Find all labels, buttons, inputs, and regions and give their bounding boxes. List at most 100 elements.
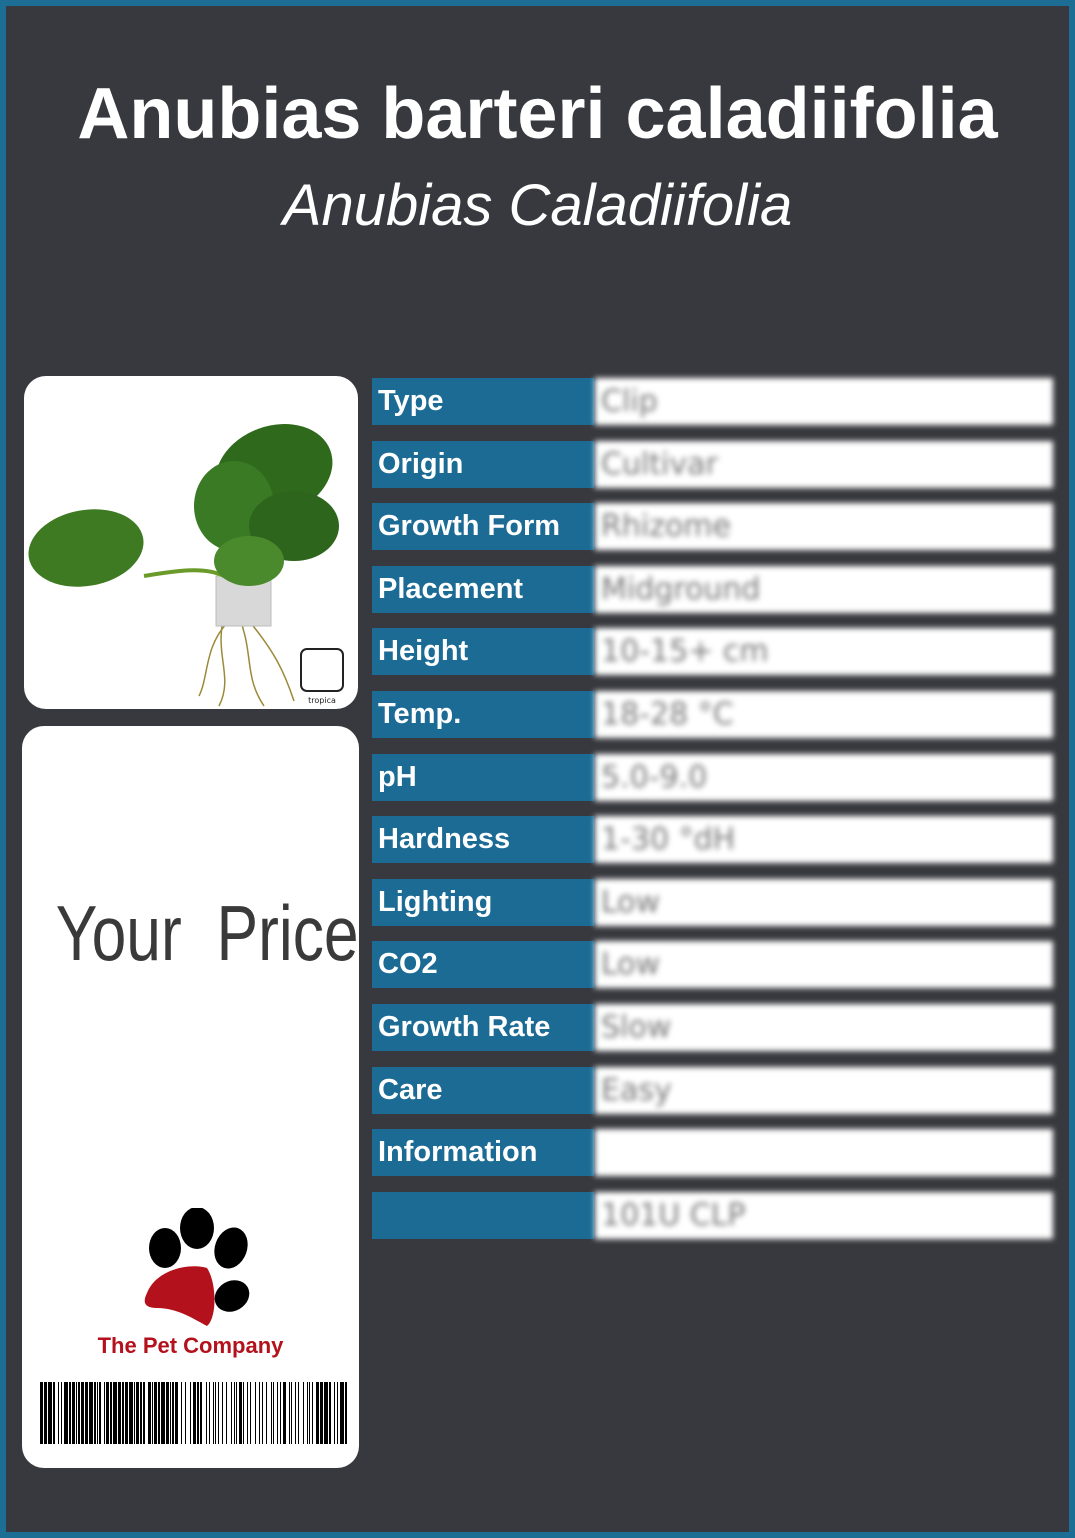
barcode-bar bbox=[193, 1382, 196, 1444]
barcode-bar bbox=[175, 1382, 178, 1444]
barcode-bar bbox=[289, 1382, 290, 1444]
spec-value: Rhizome bbox=[594, 503, 1053, 551]
spec-value: 18-28 °C bbox=[594, 691, 1053, 738]
svg-text:tropica: tropica bbox=[308, 696, 336, 705]
spec-label: Origin bbox=[372, 440, 594, 488]
barcode-bar bbox=[53, 1382, 55, 1444]
barcode-bar bbox=[271, 1382, 272, 1444]
barcode-bar bbox=[234, 1382, 235, 1444]
spec-value: 10-15+ cm bbox=[594, 628, 1053, 676]
barcode-bar bbox=[215, 1382, 216, 1444]
spec-row: Information bbox=[372, 1129, 1053, 1177]
spec-row: Origin Cultivar bbox=[372, 440, 1053, 488]
barcode-bar bbox=[334, 1382, 335, 1444]
spec-row: Temp. 18-28 °C bbox=[372, 691, 1053, 738]
barcode bbox=[40, 1382, 347, 1444]
barcode-bar bbox=[58, 1382, 59, 1444]
barcode-bar bbox=[143, 1382, 145, 1444]
spec-row: Height 10-15+ cm bbox=[372, 628, 1053, 676]
spec-label: Lighting bbox=[372, 878, 594, 926]
barcode-bar bbox=[94, 1382, 96, 1444]
barcode-bar bbox=[329, 1382, 331, 1444]
spec-value: Midground bbox=[594, 565, 1053, 613]
barcode-bar bbox=[89, 1382, 93, 1444]
spec-row: Hardness 1-30 °dH bbox=[372, 816, 1053, 864]
barcode-bar bbox=[61, 1382, 62, 1444]
spec-label: Growth Form bbox=[372, 503, 594, 551]
spec-label: Type bbox=[372, 378, 594, 425]
barcode-bar bbox=[259, 1382, 260, 1444]
barcode-bar bbox=[161, 1382, 165, 1444]
spec-value bbox=[594, 1129, 1053, 1177]
spec-label: Information bbox=[372, 1129, 594, 1177]
spec-row: Placement Midground bbox=[372, 565, 1053, 613]
barcode-bar bbox=[44, 1382, 47, 1444]
spec-row: Type Clip bbox=[372, 378, 1053, 425]
barcode-bar bbox=[298, 1382, 299, 1444]
roots bbox=[198, 615, 295, 707]
barcode-bar bbox=[320, 1382, 323, 1444]
barcode-bar bbox=[110, 1382, 112, 1444]
barcode-bar bbox=[295, 1382, 296, 1444]
barcode-bar bbox=[166, 1382, 169, 1444]
barcode-bar bbox=[280, 1382, 281, 1444]
your-price-label: Your Price bbox=[55, 889, 359, 977]
spec-row: pH 5.0-9.0 bbox=[372, 753, 1053, 801]
barcode-bar bbox=[154, 1382, 157, 1444]
barcode-bar bbox=[69, 1382, 71, 1444]
barcode-bar bbox=[136, 1382, 139, 1444]
barcode-bar bbox=[243, 1382, 244, 1444]
barcode-bar bbox=[218, 1382, 219, 1444]
barcode-bar bbox=[262, 1382, 263, 1444]
spec-value: 1-30 °dH bbox=[594, 816, 1053, 864]
barcode-bar bbox=[222, 1382, 223, 1444]
barcode-bar bbox=[104, 1382, 105, 1444]
barcode-bar bbox=[113, 1382, 117, 1444]
barcode-bar bbox=[125, 1382, 128, 1444]
spec-value: Low bbox=[594, 878, 1053, 926]
barcode-bar bbox=[340, 1382, 344, 1444]
spec-label: Growth Rate bbox=[372, 1004, 594, 1051]
spec-label bbox=[372, 1191, 594, 1239]
page-title: Anubias barteri caladiifolia bbox=[77, 74, 998, 154]
spec-value: Easy bbox=[594, 1066, 1053, 1114]
spec-row: Lighting Low bbox=[372, 878, 1053, 926]
barcode-bar bbox=[337, 1382, 338, 1444]
barcode-bar bbox=[48, 1382, 52, 1444]
barcode-bar bbox=[309, 1382, 310, 1444]
barcode-bar bbox=[303, 1382, 304, 1444]
plant-image: tropica bbox=[24, 376, 358, 709]
barcode-bar bbox=[97, 1382, 98, 1444]
barcode-bar bbox=[64, 1382, 68, 1444]
barcode-bar bbox=[316, 1382, 319, 1444]
paw-logo-icon bbox=[144, 1208, 250, 1326]
barcode-bar bbox=[78, 1382, 80, 1444]
barcode-bar bbox=[206, 1382, 207, 1444]
barcode-bar bbox=[81, 1382, 84, 1444]
barcode-bar bbox=[172, 1382, 174, 1444]
spec-label: Care bbox=[372, 1066, 594, 1114]
barcode-bar bbox=[324, 1382, 328, 1444]
spec-label: Placement bbox=[372, 565, 594, 613]
barcode-bar bbox=[197, 1382, 199, 1444]
barcode-bar bbox=[307, 1382, 308, 1444]
barcode-bar bbox=[99, 1382, 101, 1444]
barcode-bar bbox=[247, 1382, 248, 1444]
spec-row: 101U CLP bbox=[372, 1191, 1053, 1239]
barcode-bar bbox=[277, 1382, 278, 1444]
price-card bbox=[22, 726, 359, 1468]
barcode-bar bbox=[152, 1382, 153, 1444]
barcode-bar bbox=[231, 1382, 232, 1444]
barcode-bar bbox=[118, 1382, 121, 1444]
spec-row: Care Easy bbox=[372, 1066, 1053, 1114]
spec-label: CO2 bbox=[372, 941, 594, 989]
barcode-bar bbox=[291, 1382, 292, 1444]
spec-value: Cultivar bbox=[594, 440, 1053, 488]
barcode-bar bbox=[122, 1382, 124, 1444]
barcode-bar bbox=[273, 1382, 274, 1444]
barcode-bar bbox=[209, 1382, 210, 1444]
barcode-bar bbox=[266, 1382, 267, 1444]
barcode-bar bbox=[106, 1382, 109, 1444]
brand-name: The Pet Company bbox=[97, 1333, 284, 1358]
barcode-bar bbox=[181, 1382, 182, 1444]
